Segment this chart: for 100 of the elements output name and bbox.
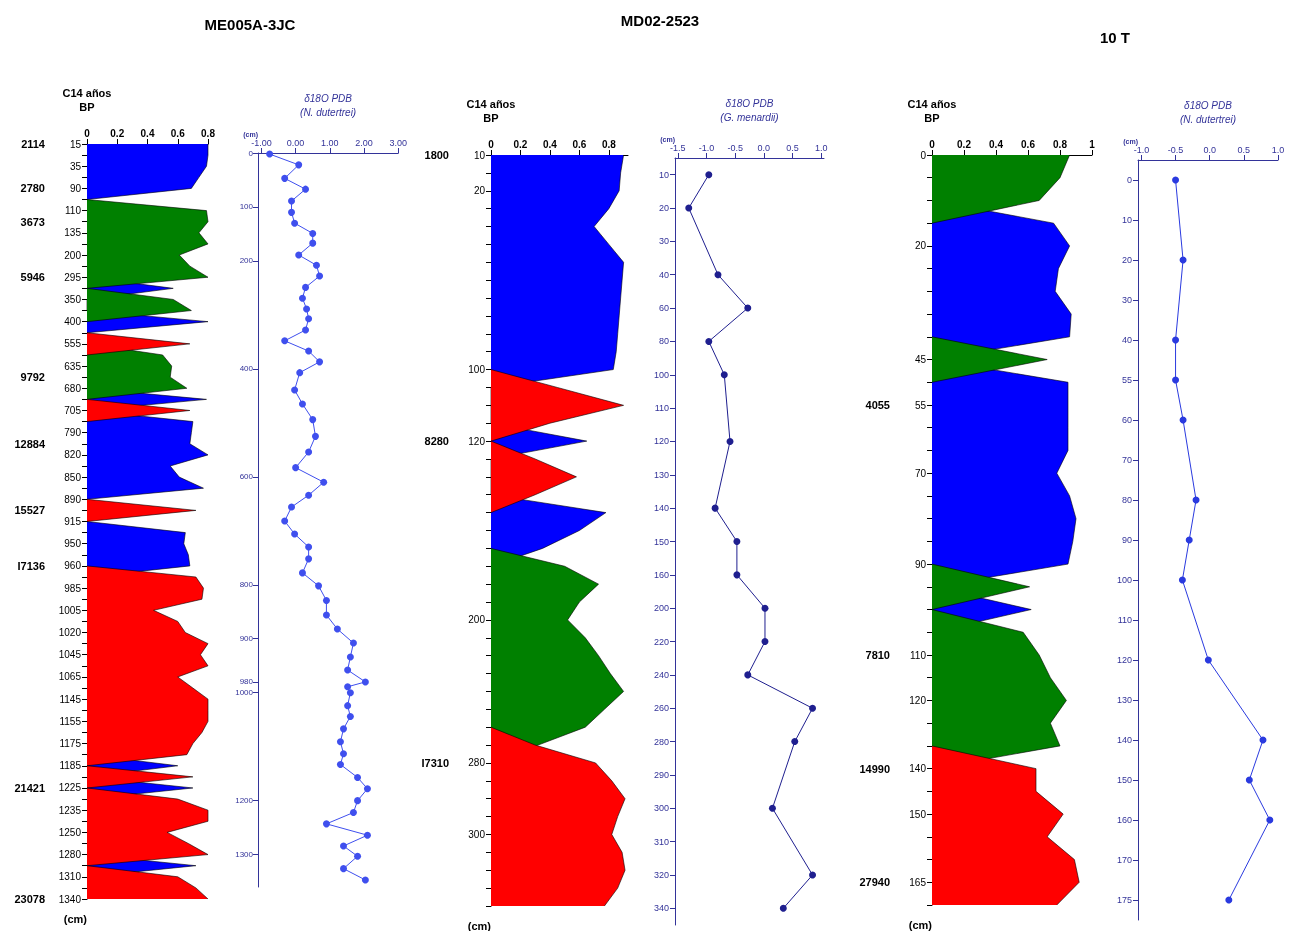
x-tick-label: 0.4 [140,127,155,139]
y-tick-label: 55 [1121,375,1132,385]
y-tick-label: 120 [1116,655,1132,665]
y-tick-label: 555 [64,338,82,350]
x-tick-label: 1 [1089,138,1096,150]
y-tick-label: 320 [653,869,669,880]
y-tick-label: 200 [239,256,254,266]
y-tick-label: 400 [64,316,82,328]
y-tick-label: 280 [653,736,669,747]
y-tick-label: 100 [468,364,486,376]
x-tick-label: 0.8 [601,138,617,150]
y-tick-label: 900 [239,634,254,644]
y-tick-label: 240 [653,669,669,680]
y-tick-label: 100 [1116,575,1132,585]
point [744,671,752,679]
x-tick-label: 0 [488,138,495,150]
y-tick-label: 960 [64,560,82,572]
x-tick-label: 0.0 [1203,144,1216,155]
y-tick-label: 310 [653,836,669,847]
point [711,504,719,512]
x-tick-label: 0.2 [513,138,528,150]
y-tick-label: 90 [914,558,927,570]
y-tick-label: 60 [1121,415,1132,425]
y-tick-label: 340 [653,903,669,914]
y-tick-label: 790 [64,427,82,439]
y-tick-label: 100 [653,369,669,380]
y2-tick-label: 8280 [424,435,449,448]
x-tick-label: 1.00 [321,137,339,148]
y-axis-title: (cm) [908,918,933,931]
x-tick-label: 0.4 [989,138,1004,150]
y-tick-label: 110 [1117,615,1132,625]
x-tick-label: 0.5 [1237,144,1251,155]
y-tick-label: 165 [909,876,927,888]
y-tick-label: 1065 [58,671,82,683]
y2-axis-title: C14 años BP [466,98,516,124]
y2-tick-label: 2114 [21,138,46,150]
y2-tick-label: 9792 [20,371,45,384]
y-tick-label: 985 [64,582,82,594]
point [761,604,769,612]
y-tick-label: 1340 [58,893,82,905]
point [720,371,728,379]
y2-axis-title: C14 años BP [62,87,112,113]
y-tick-label: 280 [468,757,486,769]
y-tick-label: 1235 [58,804,82,816]
x-tick-label: 1.0 [1271,144,1285,155]
y-tick-label: 160 [653,569,669,580]
y2-tick-label: 2780 [20,182,45,195]
y-tick-label: 350 [64,293,82,305]
y-tick-label: 1020 [58,627,82,639]
y-tick-label: 70 [1121,455,1132,465]
y2-tick-label: 4055 [865,399,890,411]
point [705,337,713,345]
y-tick-label: 120 [468,435,486,447]
x-axis-title: δ18O PDB (G. menardii) [720,97,779,123]
y-tick-label: 20 [658,203,669,214]
y-tick-label: 1175 [59,738,82,750]
y-tick-label: 400 [239,364,254,374]
x-tick-label: 0.6 [1021,138,1036,150]
point [685,204,693,212]
y2-tick-label: I7310 [421,756,449,769]
y-tick-label: 300 [653,803,669,814]
y2-tick-label: 1800 [424,149,449,161]
text: ME005A-3JC [204,16,296,33]
y-tick-label: 30 [1121,295,1132,305]
point [1172,376,1180,384]
y-tick-label: 40 [1121,335,1132,345]
point [791,738,799,746]
point [779,904,787,912]
y-tick-label: 80 [658,336,669,347]
y-tick-label: 1045 [58,649,82,661]
y-tick-label: 1225 [58,782,82,794]
y-tick-label: 260 [653,703,669,714]
y-tick-label: 20 [914,240,927,252]
y-tick-label: 10 [473,149,486,161]
x-tick-label: 0.8 [201,127,216,139]
y-tick-label: 1310 [58,871,82,883]
point [761,638,769,646]
y-tick-label: 220 [653,636,669,647]
point [714,271,722,279]
point [1178,576,1186,584]
y-tick-label: 200 [468,614,486,626]
y-tick-label: 110 [654,403,669,414]
y2-tick-label: 7810 [865,649,890,661]
x-tick-label: -1.00 [251,137,272,148]
y-tick-label: 890 [64,493,82,505]
y-tick-label: 30 [658,236,669,247]
y-tick-label: 110 [910,649,927,661]
point [768,804,776,812]
x-tick-label: -1.0 [1133,144,1150,155]
point [1266,816,1274,824]
y-tick-label: 130 [653,469,669,480]
y-tick-label: 140 [653,503,669,514]
x-axis-title: δ18O PDB (N. dutertrei) [300,92,357,118]
point [1204,656,1212,664]
y-tick-label: 600 [239,472,254,482]
y-tick-label: 90 [1121,535,1132,545]
point [733,571,741,579]
y-tick-label: 950 [64,538,82,550]
x-tick-label: -0.5 [727,142,743,153]
y-tick-label: 45 [914,354,927,366]
